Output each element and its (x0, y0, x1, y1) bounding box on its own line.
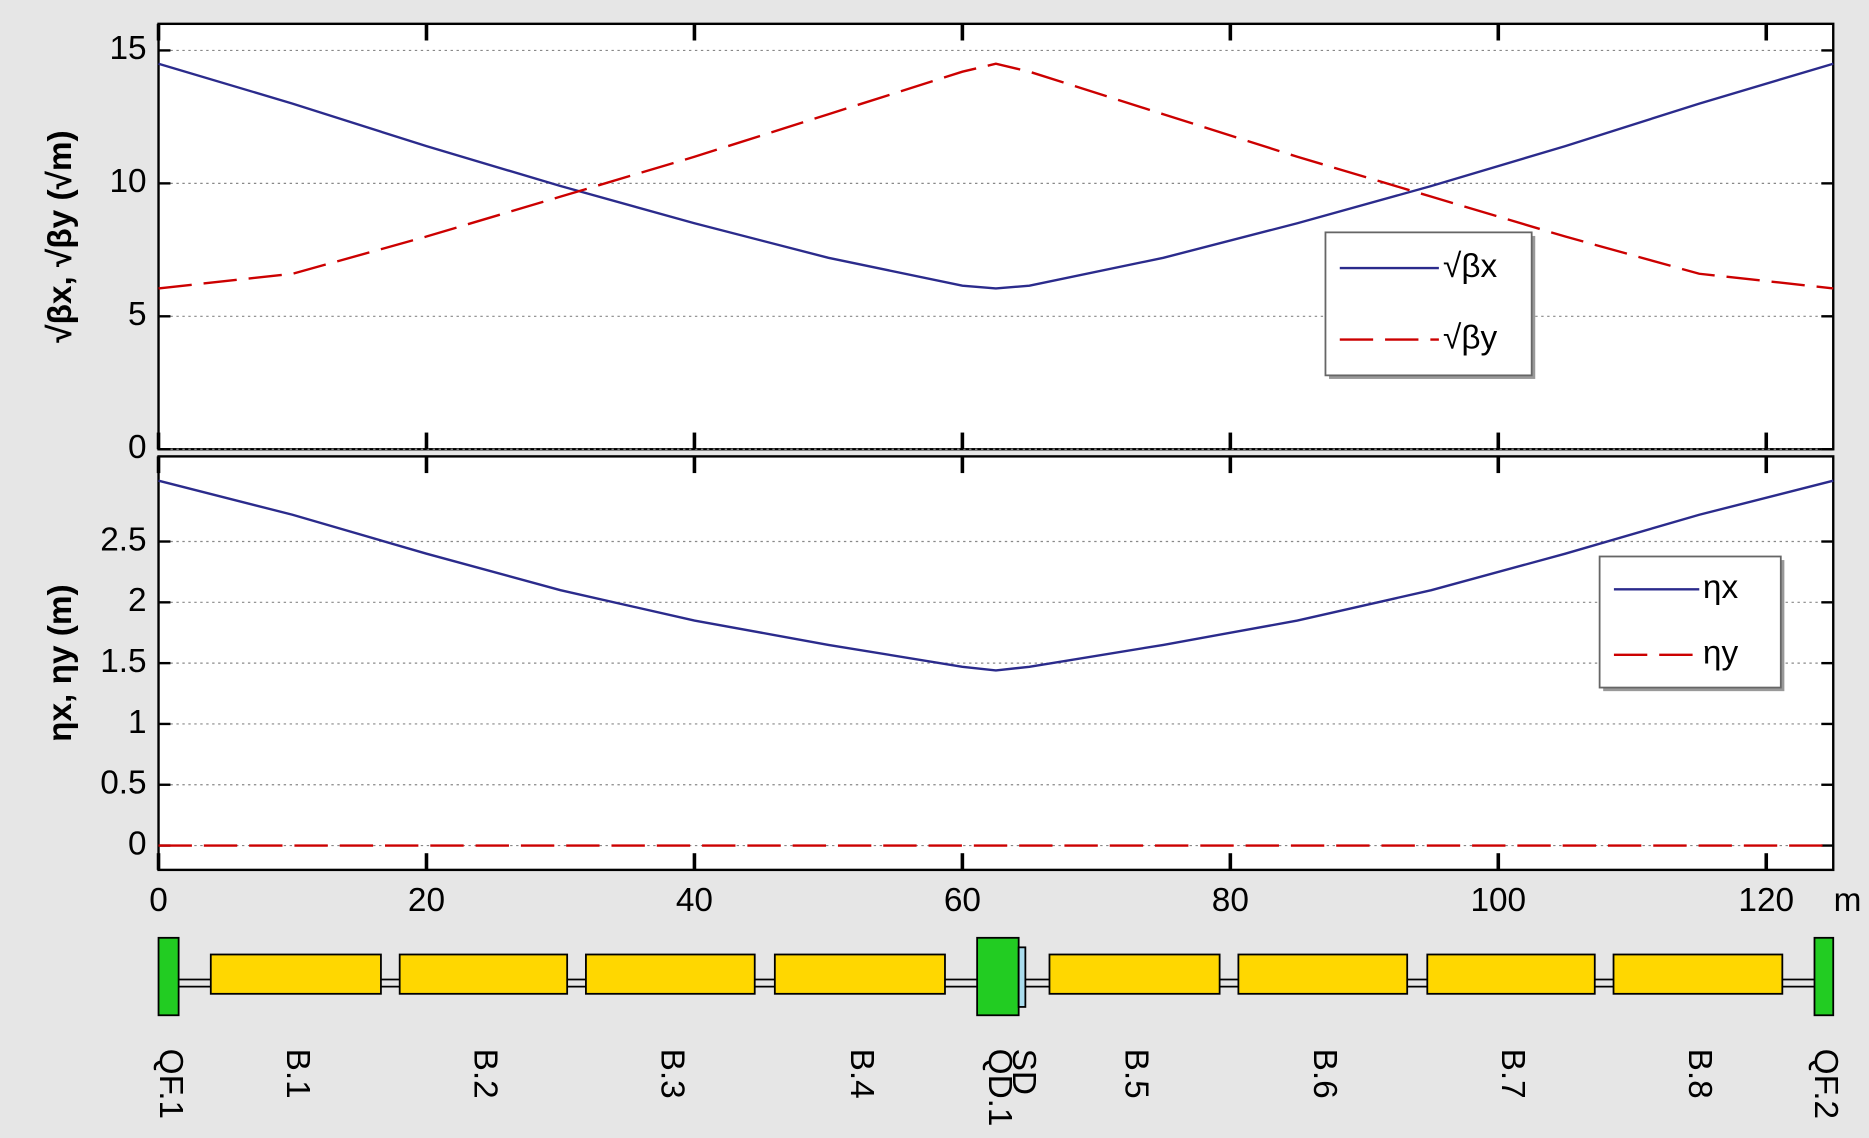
element-label: SD (1005, 1049, 1042, 1095)
lattice-element (157, 936, 180, 1017)
element-label: B.3 (654, 1049, 691, 1099)
y-tick-label: 0 (128, 429, 147, 466)
y-tick-label: 0 (128, 825, 147, 862)
lattice-element (1237, 953, 1409, 995)
lattice-element (1612, 953, 1784, 995)
y-axis-label: ηx, ηy (m) (42, 584, 79, 742)
element-label: B.4 (843, 1049, 880, 1099)
x-tick-label: 60 (944, 882, 981, 919)
element-label: QF.1 (152, 1049, 189, 1119)
element-label: B.8 (1681, 1049, 1718, 1099)
element-label: B.5 (1118, 1049, 1155, 1099)
y-tick-label: 10 (109, 163, 146, 200)
x-tick-label: 20 (408, 882, 445, 919)
series-line (158, 62, 1834, 290)
lattice-element (585, 953, 756, 995)
x-tick-label: 120 (1738, 882, 1794, 919)
y-tick-label: 15 (109, 30, 146, 67)
element-label: QD.1 (981, 1049, 1018, 1127)
lattice-element (773, 953, 946, 995)
lattice-element (1813, 936, 1835, 1017)
legend-label: √βy (1443, 319, 1498, 356)
lattice-element (209, 953, 382, 995)
legend (1324, 231, 1533, 377)
element-label: B.7 (1494, 1049, 1531, 1099)
y-tick-label: 5 (128, 296, 147, 333)
legend-label: ηy (1703, 635, 1739, 672)
element-label: B.2 (467, 1049, 504, 1099)
element-label: B.1 (279, 1049, 316, 1099)
x-tick-label: 100 (1470, 882, 1526, 919)
plot-area (157, 22, 1835, 451)
element-label: B.6 (1306, 1049, 1343, 1099)
x-tick-label: 0 (149, 882, 168, 919)
element-label: QF.2 (1807, 1049, 1844, 1119)
y-tick-label: 2 (128, 582, 147, 619)
lattice-element (976, 936, 1020, 1017)
series-line (158, 479, 1834, 672)
x-axis-label: m (1834, 882, 1862, 919)
lattice-element (1017, 946, 1027, 1008)
legend-label: ηx (1703, 569, 1739, 606)
y-axis-label: √βx, √βy (√m) (42, 130, 79, 342)
y-tick-label: 1 (128, 704, 147, 741)
y-tick-label: 0.5 (100, 765, 146, 802)
legend-label: √βx (1443, 248, 1498, 285)
x-tick-label: 40 (676, 882, 713, 919)
lattice-element (398, 953, 569, 995)
series-line (158, 62, 1834, 290)
y-tick-label: 1.5 (100, 643, 146, 680)
lattice-element (1426, 953, 1596, 995)
legend (1598, 555, 1782, 689)
lattice-element (1048, 953, 1221, 995)
y-tick-label: 2.5 (100, 521, 146, 558)
x-tick-label: 80 (1212, 882, 1249, 919)
